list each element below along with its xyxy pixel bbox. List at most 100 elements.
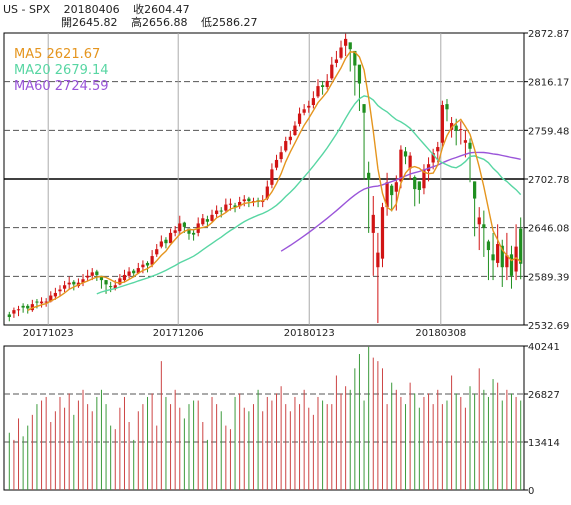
candle-body xyxy=(509,254,514,276)
candle-body xyxy=(53,292,57,297)
candle-body xyxy=(270,169,274,185)
candle-body xyxy=(505,255,509,268)
candle-body xyxy=(311,98,315,105)
candle-body xyxy=(376,252,380,268)
date-tick-label: 20171206 xyxy=(153,328,204,339)
date-tick-label: 20180123 xyxy=(284,328,335,339)
candle-body xyxy=(132,270,136,274)
candle-body xyxy=(228,203,233,205)
date-tick-label: 20180308 xyxy=(415,328,466,339)
low-label: 低2586.27 xyxy=(201,16,258,29)
volume-tick-label: 13414 xyxy=(528,438,560,449)
candle-body xyxy=(482,224,486,228)
candle-body xyxy=(403,151,408,157)
candle-body xyxy=(357,64,362,84)
candle-body xyxy=(353,50,357,66)
candle-body xyxy=(224,204,228,211)
candle-body xyxy=(67,282,71,285)
price-tick-label: 2872.87 xyxy=(528,29,569,40)
candle-body xyxy=(7,314,11,318)
candle-body xyxy=(325,80,329,87)
candle-body xyxy=(26,305,30,309)
candle-body xyxy=(454,125,458,131)
candle-body xyxy=(164,239,168,244)
candle-body xyxy=(136,268,140,274)
candle-body xyxy=(145,262,150,266)
candle-body xyxy=(279,152,283,160)
price-tick-label: 2759.48 xyxy=(528,126,569,137)
open-label: 開2645.82 xyxy=(61,16,118,29)
candle-body xyxy=(473,181,477,199)
candle-body xyxy=(367,172,371,180)
candle-body xyxy=(187,228,191,234)
candle-body xyxy=(122,274,127,281)
candle-body xyxy=(233,205,237,208)
candle-body xyxy=(159,241,163,247)
candle-body xyxy=(215,210,219,215)
candle-body xyxy=(210,214,214,221)
candle-body xyxy=(394,182,398,192)
candle-body xyxy=(496,244,500,263)
candle-body xyxy=(219,210,223,212)
candle-body xyxy=(463,140,468,143)
candle-body xyxy=(86,275,90,278)
volume-tick-label: 0 xyxy=(528,486,534,497)
candle-body xyxy=(201,218,205,225)
price-tick-label: 2646.08 xyxy=(528,224,569,235)
candle-body xyxy=(150,256,154,265)
candle-body xyxy=(113,285,117,289)
candle-body xyxy=(449,123,454,130)
price-tick-label: 2702.78 xyxy=(528,175,569,186)
candle-body xyxy=(297,113,302,124)
candle-body xyxy=(16,309,21,311)
candle-body xyxy=(30,304,34,311)
candle-body xyxy=(168,232,173,244)
legend-entry-ma60: MA60 2724.59 xyxy=(14,79,109,94)
candle-body xyxy=(99,275,104,281)
close-label: 收2604.47 xyxy=(133,3,190,16)
candle-body xyxy=(95,271,99,275)
candle-body xyxy=(247,198,251,202)
candle-body xyxy=(302,109,306,113)
date-label: 20180406 xyxy=(63,3,120,16)
candle-body xyxy=(35,301,39,303)
candle-body xyxy=(440,104,444,143)
high-label: 高2656.88 xyxy=(131,16,188,29)
candle-body xyxy=(72,281,76,285)
candle-body xyxy=(486,241,491,251)
volume-tick-label: 26827 xyxy=(528,390,560,401)
candle-body xyxy=(385,182,389,208)
candle-body xyxy=(348,42,352,50)
candle-body xyxy=(468,142,472,149)
candle-body xyxy=(173,230,177,233)
candle-body xyxy=(274,159,279,168)
ma60-line xyxy=(280,151,521,252)
candle-body xyxy=(436,147,440,152)
candle-body xyxy=(339,47,343,58)
candle-body xyxy=(491,254,495,261)
candle-body xyxy=(90,272,94,276)
candle-body xyxy=(182,222,186,227)
candle-body xyxy=(238,201,242,207)
candle-body xyxy=(109,286,113,288)
candle-body xyxy=(127,271,131,276)
candle-body xyxy=(205,219,210,222)
volume-panel-frame xyxy=(3,345,525,491)
candle-body xyxy=(81,279,85,283)
candle-body xyxy=(265,186,269,199)
candle-body xyxy=(334,59,339,63)
candle-body xyxy=(39,301,44,304)
candle-body xyxy=(21,305,25,308)
candle-body xyxy=(477,217,481,225)
candle-body xyxy=(380,207,385,259)
candle-body xyxy=(390,185,394,196)
candle-body xyxy=(417,181,421,190)
candle-body xyxy=(191,232,196,235)
candle-body xyxy=(155,249,159,255)
candle-body xyxy=(459,129,463,131)
quote-header: US - SPX 20180406 收2604.47 開2645.82 高265… xyxy=(3,3,268,29)
candle-body xyxy=(399,149,403,182)
ma20-line xyxy=(96,95,522,295)
price-tick-label: 2589.39 xyxy=(528,272,569,283)
candle-body xyxy=(500,245,504,268)
